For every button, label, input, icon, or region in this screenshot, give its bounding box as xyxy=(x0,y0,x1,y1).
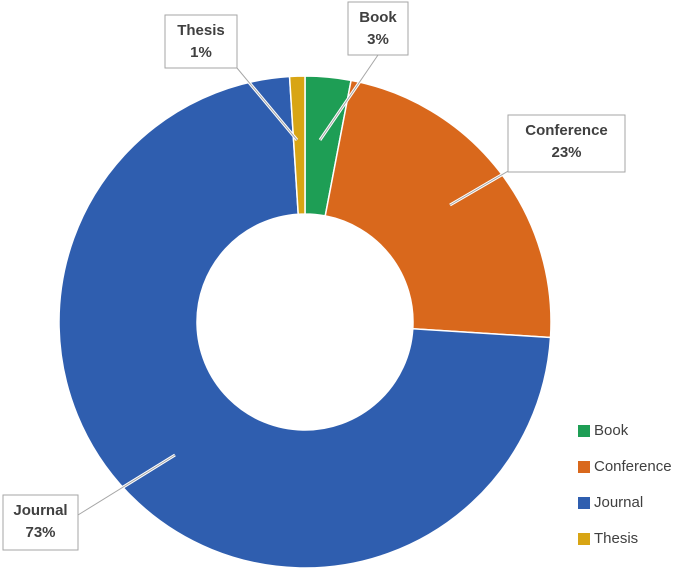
label-box xyxy=(347,1,409,56)
leader-line xyxy=(449,169,511,206)
label-box xyxy=(507,114,626,173)
legend-label: Book xyxy=(594,422,629,439)
label-name: Book xyxy=(359,9,397,26)
legend-swatch xyxy=(578,425,590,437)
slice xyxy=(58,75,552,569)
label-name: Thesis xyxy=(177,22,225,39)
label-name: Conference xyxy=(525,122,608,139)
legend-swatch xyxy=(578,533,590,545)
leader-line xyxy=(236,67,298,141)
data-label: 73% xyxy=(25,524,55,541)
label-box xyxy=(2,494,79,551)
legend-label: Thesis xyxy=(594,530,638,547)
slice xyxy=(324,79,552,339)
label-name: Journal xyxy=(13,502,67,519)
legend-swatch xyxy=(578,497,590,509)
legend-swatch xyxy=(578,461,590,473)
data-label: 3% xyxy=(367,31,389,48)
data-label: 23% xyxy=(551,144,581,161)
label-box xyxy=(164,14,238,69)
legend-label: Journal xyxy=(594,494,643,511)
leader-line xyxy=(77,454,176,516)
leader-line xyxy=(319,54,379,141)
data-label: 1% xyxy=(190,44,212,61)
legend-label: Conference xyxy=(594,458,672,475)
slice xyxy=(288,75,306,216)
